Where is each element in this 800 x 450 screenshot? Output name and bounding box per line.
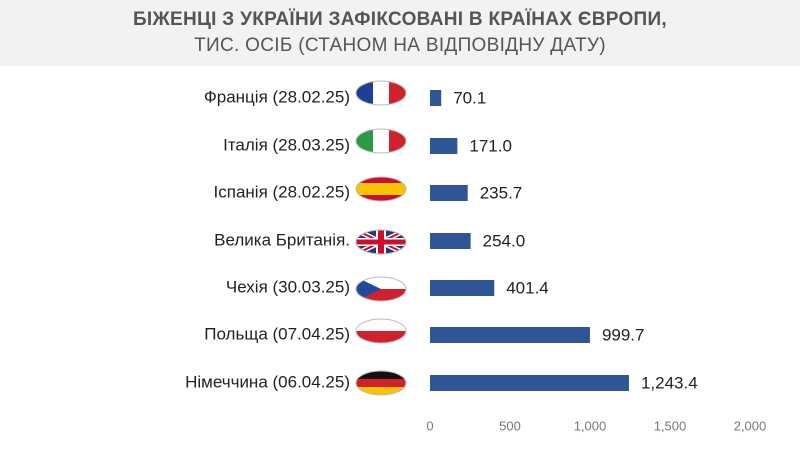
- category-label: Чехія (30.03.25): [226, 277, 350, 296]
- bar: [430, 280, 495, 296]
- chart-subtitle: ТИС. ОСІБ (СТАНОМ НА ВІДПОВІДНУ ДАТУ): [194, 35, 606, 56]
- flag-spain: [356, 177, 406, 201]
- bar: [430, 233, 471, 249]
- value-label: 999.7: [602, 325, 645, 344]
- category-label: Франція (28.02.25): [204, 87, 350, 106]
- category-label: Італія (28.03.25): [223, 135, 350, 154]
- flag-france: [356, 81, 406, 105]
- bar: [430, 375, 629, 391]
- x-tick-label: 0: [426, 418, 433, 433]
- value-label: 1,243.4: [641, 373, 698, 392]
- title-band: [0, 0, 800, 66]
- value-label: 254.0: [483, 231, 526, 250]
- bar: [430, 327, 590, 343]
- flag-poland: [356, 319, 406, 343]
- x-tick-label: 2,000: [734, 418, 767, 433]
- value-label: 401.4: [506, 278, 549, 297]
- flags: [355, 80, 407, 396]
- category-label: Німеччина (06.04.25): [185, 372, 350, 391]
- flag-italy: [356, 129, 406, 153]
- value-label: 235.7: [480, 183, 523, 202]
- category-label: Іспанія (28.02.25): [214, 182, 350, 201]
- bar: [430, 138, 458, 154]
- x-tick-label: 500: [499, 418, 521, 433]
- bar: [430, 90, 442, 106]
- flag-germany: [356, 371, 406, 395]
- flag-czechia: [356, 277, 406, 301]
- x-tick-label: 1,500: [654, 418, 687, 433]
- category-label: Польща (07.04.25): [204, 324, 350, 343]
- value-label: 70.1: [453, 88, 486, 107]
- chart-title: БІЖЕНЦІ З УКРАЇНИ ЗАФІКСОВАНІ В КРАЇНАХ …: [133, 9, 667, 30]
- bar: [430, 185, 468, 201]
- category-label: Велика Британія.: [214, 230, 350, 249]
- value-label: 171.0: [469, 136, 512, 155]
- x-tick-label: 1,000: [574, 418, 607, 433]
